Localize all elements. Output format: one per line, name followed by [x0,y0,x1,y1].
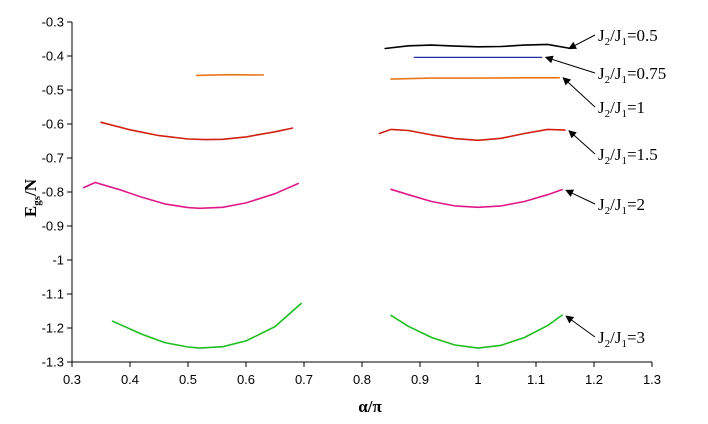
y-tick-label: -0.3 [42,15,64,30]
y-tick-label: -0.5 [42,83,64,98]
annotation-arrow-j075 [544,55,596,74]
y-axis-title: Egs/N [21,178,43,217]
y-tick-label: -0.7 [42,151,64,166]
series-line-j05-segment-1 [384,43,572,50]
annotation-label-j075: J2/J1=0.75 [598,64,666,86]
y-tick-label: -0.8 [42,185,64,200]
x-tick-label: 0.9 [411,372,429,387]
annotation-label-j2: J2/J1=2 [598,195,645,217]
annotation-arrow-j2 [565,189,596,205]
y-tick-label: -1.3 [42,355,64,370]
x-tick-label: 1.2 [585,372,603,387]
x-tick-label: 1 [474,372,481,387]
series-line-j2-segment-1 [82,181,299,210]
x-tick-label: 0.3 [63,372,81,387]
y-axis-title-sub: gs [31,195,43,206]
y-axis-title-suffix: /N [21,178,40,197]
y-tick-label: -0.6 [42,117,64,132]
y-tick-label: -0.4 [42,49,64,64]
x-tick-label: 0.8 [353,372,371,387]
x-tick-label: 1.3 [643,372,661,387]
series-lines [82,43,572,349]
series-line-j15-segment-2 [378,128,566,142]
annotation-label-j3: J2/J1=3 [598,328,645,350]
y-tick-label: -0.9 [42,219,64,234]
x-axis-title: α/π [358,397,382,416]
series-line-j3-segment-2 [390,314,563,349]
y-axis-title-main: E [21,206,40,217]
annotation-arrow-j3 [565,315,596,338]
annotations: J2/J1=0.5 J2/J1=0.75 J2/J1=1 J2/J1=1.5 J2/J1… [544,26,666,350]
annotation-arrow-j15 [568,130,596,155]
series-line-j1-segment-2 [390,77,560,80]
annotation-label-j1: J2/J1=1 [598,98,645,120]
annotation-label-j15: J2/J1=1.5 [598,145,658,167]
x-tick-label: 0.4 [121,372,139,387]
annotation-label-j05: J2/J1=0.5 [598,26,658,48]
series-line-j1-segment-1 [195,73,265,77]
x-tick-label: 0.5 [179,372,197,387]
series-line-j15-segment-1 [100,121,294,141]
x-tick-label: 0.6 [237,372,255,387]
series-line-j2-segment-2 [390,188,563,209]
x-tick-label: 0.7 [295,372,313,387]
annotation-arrow-j1 [562,77,596,108]
y-tick-label: -1 [52,253,64,268]
axes [67,21,653,367]
x-tick-label: 1.1 [527,372,545,387]
series-line-j3-segment-1 [111,302,302,349]
y-tick-label: -1.1 [42,287,64,302]
tick-labels: 0.3 0.4 0.5 0.6 0.7 0.8 0.9 1 1.1 1.2 1.3 -0.3 -0.4 -… [42,15,661,388]
y-tick-label: -1.2 [42,321,64,336]
annotation-arrow-j05 [568,34,596,49]
